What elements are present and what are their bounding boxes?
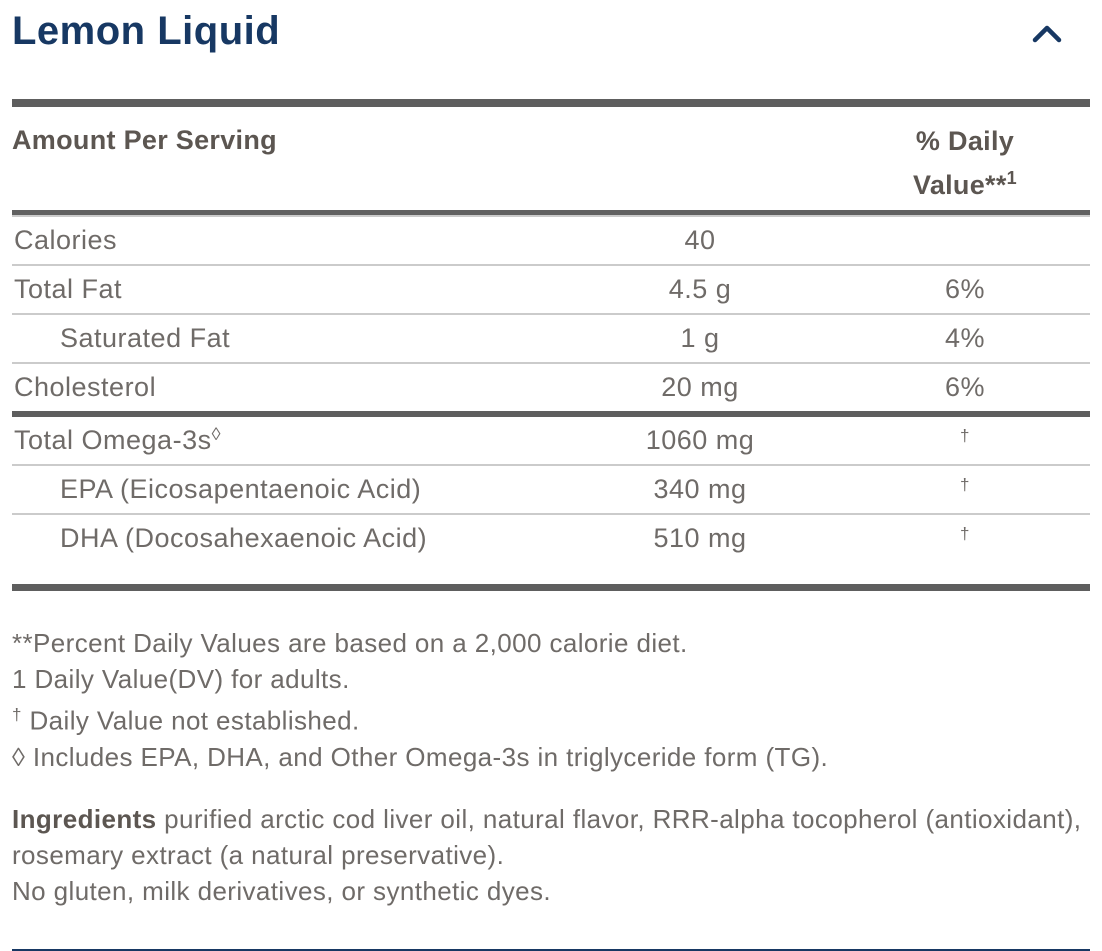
ingredients-label: Ingredients — [12, 803, 157, 834]
footnotes: **Percent Daily Values are based on a 2,… — [12, 625, 1090, 775]
dagger-symbol: † — [12, 705, 22, 724]
header-amount-per-serving: Amount Per Serving — [12, 125, 277, 155]
row-amount: 4.5 g — [668, 274, 732, 304]
header-daily-value: % Daily Value**1 — [913, 126, 1017, 200]
row-label: Cholesterol — [14, 372, 157, 402]
row-label: Total Fat — [14, 274, 123, 304]
supplement-facts-table: Amount Per Serving % Daily Value**1 Calo… — [12, 99, 1090, 591]
header-divider — [12, 210, 1090, 217]
table-row-total-fat: Total Fat 4.5 g 6% — [12, 266, 1090, 315]
dietary-note: No gluten, milk derivatives, or syntheti… — [12, 875, 552, 906]
row-label: Saturated Fat — [60, 323, 231, 353]
footnote-omega-3s-tg: ◊ Includes EPA, DHA, and Other Omega-3s … — [12, 741, 829, 772]
row-amount: 510 mg — [653, 523, 747, 553]
row-amount: 340 mg — [653, 474, 747, 504]
table-row-cholesterol: Cholesterol 20 mg 6% — [12, 364, 1090, 417]
row-label: EPA (Eicosapentaenoic Acid) — [60, 474, 422, 504]
dagger-symbol: † — [960, 475, 970, 494]
row-daily-value: † — [810, 474, 1090, 505]
dagger-symbol: † — [960, 426, 970, 445]
table-row-epa: EPA (Eicosapentaenoic Acid) 340 mg † — [12, 466, 1090, 515]
row-daily-value: 6% — [944, 372, 986, 402]
table-header-row: Amount Per Serving % Daily Value**1 — [12, 107, 1090, 210]
table-row-calories: Calories 40 — [12, 217, 1090, 266]
lozenge-symbol: ◊ — [211, 424, 221, 444]
ingredients-text: Ingredients purified arctic cod liver oi… — [12, 803, 1082, 870]
section-divider — [12, 948, 1090, 951]
accordion-header[interactable]: Lemon Liquid — [12, 0, 1090, 54]
row-amount: 1060 mg — [645, 425, 755, 455]
row-amount: 20 mg — [661, 372, 739, 402]
chevron-up-icon[interactable] — [1032, 24, 1062, 49]
panel-title: Lemon Liquid — [12, 9, 281, 53]
table-row-dha: DHA (Docosahexaenoic Acid) 510 mg † — [12, 515, 1090, 584]
row-daily-value: † — [810, 425, 1090, 456]
footnote-not-established: † Daily Value not established. — [12, 705, 360, 736]
row-daily-value: † — [810, 523, 1090, 554]
footnote-daily-value-adults: 1 Daily Value(DV) for adults. — [12, 664, 350, 694]
row-label: Total Omega-3s◊ — [14, 424, 221, 455]
row-daily-value: 4% — [944, 323, 986, 353]
row-amount: 1 g — [680, 323, 720, 353]
table-row-total-omega-3s: Total Omega-3s◊ 1060 mg † — [12, 417, 1090, 466]
row-label: DHA (Docosahexaenoic Acid) — [60, 523, 428, 553]
row-daily-value: 6% — [944, 274, 986, 304]
row-amount: 40 — [684, 225, 716, 255]
table-row-saturated-fat: Saturated Fat 1 g 4% — [12, 315, 1090, 364]
footnote-percent-daily-values: **Percent Daily Values are based on a 2,… — [12, 628, 688, 658]
dagger-symbol: † — [960, 524, 970, 543]
row-label: Calories — [14, 225, 118, 255]
table-bottom-border — [12, 584, 1090, 591]
